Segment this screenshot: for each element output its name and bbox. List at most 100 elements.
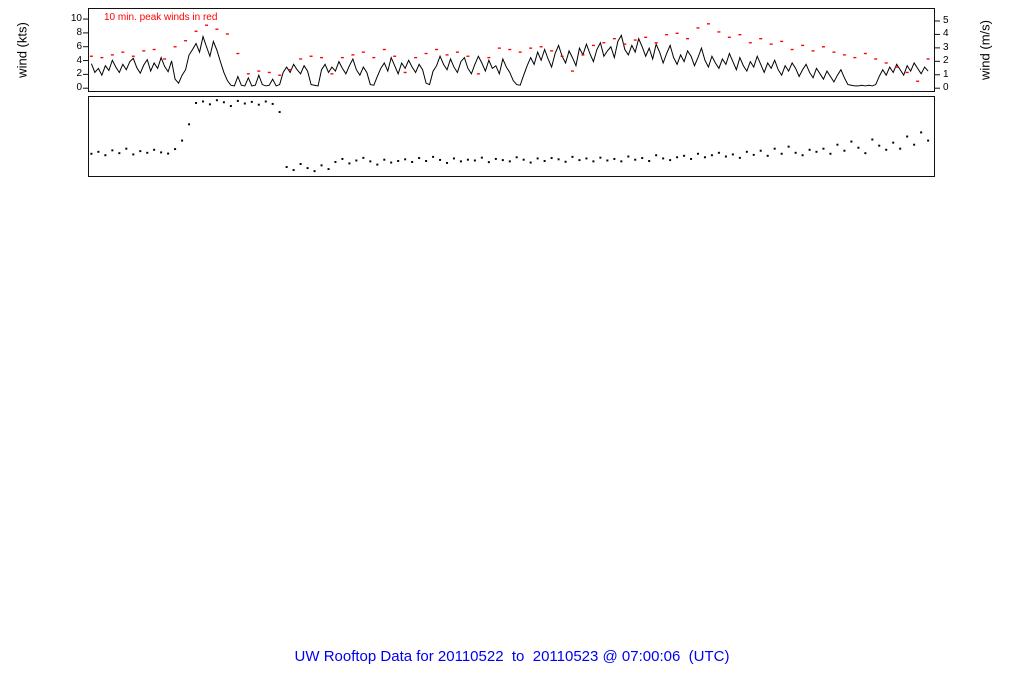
direction-dot [257, 103, 260, 106]
y-tick-label-right: 5 [943, 14, 949, 26]
peak-wind-dash [727, 36, 731, 38]
peak-wind-dash [152, 48, 156, 51]
peak-wind-dash [403, 71, 407, 74]
y-tick-label-left: 8 [76, 26, 82, 38]
direction-dot [878, 144, 881, 147]
direction-dot [710, 154, 713, 157]
direction-dot [550, 157, 553, 160]
peak-wind-dash [612, 37, 616, 40]
direction-dot [97, 150, 100, 153]
peak-wind-dash [696, 27, 700, 29]
direction-dot [480, 156, 483, 159]
peak-wind-dash [665, 33, 669, 36]
peak-wind-dash [100, 56, 104, 59]
peak-wind-dash [414, 56, 418, 59]
direction-dot [731, 153, 734, 156]
direction-dot [564, 160, 567, 163]
peak-wind-dash [529, 47, 533, 49]
panel-dir-plot [90, 99, 930, 173]
direction-dot [125, 147, 128, 150]
peak-wind-dash [790, 48, 794, 51]
direction-dot [864, 152, 867, 155]
y-axis-title-left-wind: wind (kts) [14, 22, 30, 78]
direction-dot [397, 160, 400, 162]
direction-dot [871, 138, 874, 141]
direction-dot [690, 157, 693, 160]
peak-wind-dash [518, 51, 522, 53]
panel-dir [88, 96, 935, 177]
direction-dot [494, 157, 497, 160]
direction-dot [404, 158, 407, 161]
direction-dot [139, 150, 142, 153]
peak-wind-dash [550, 50, 554, 52]
peak-wind-dash [288, 69, 292, 71]
peak-wind-dash [257, 70, 261, 72]
peak-wind-dash [623, 43, 627, 45]
y-tick-label-left: 10 [70, 13, 82, 25]
direction-dot [132, 153, 135, 156]
direction-dot [215, 99, 218, 102]
y-tick-label-left: 0 [76, 82, 82, 94]
peak-wind-dash [801, 44, 805, 47]
direction-dot [188, 123, 191, 126]
peak-wind-dash [748, 42, 752, 44]
direction-dot [292, 169, 295, 172]
direction-dot [738, 156, 741, 159]
peak-wind-dash [853, 56, 857, 59]
direction-dot [850, 140, 853, 143]
direction-dot [585, 157, 588, 160]
peak-wind-dash [351, 54, 355, 56]
direction-dot [208, 103, 211, 106]
direction-dot [334, 160, 337, 163]
direction-dot [418, 157, 421, 160]
peak-wind-dash [173, 46, 177, 48]
direction-dot [745, 150, 748, 153]
direction-dot [487, 161, 490, 164]
peak-wind-dash [905, 71, 909, 74]
y-tick-label-right: 4 [943, 28, 949, 40]
direction-dot [369, 160, 372, 163]
peak-wind-dash [225, 33, 229, 35]
direction-dot [543, 160, 546, 162]
direction-dot [641, 157, 644, 160]
direction-dot [857, 146, 860, 149]
direction-dot [676, 156, 679, 159]
direction-dot [383, 158, 386, 161]
peak-wind-dash [780, 40, 784, 43]
direction-dot [390, 161, 393, 164]
direction-dot [606, 159, 609, 162]
direction-dot [620, 160, 623, 163]
direction-dot [703, 156, 706, 159]
direction-dot [906, 135, 909, 138]
peak-wind-dash [340, 56, 344, 59]
direction-dot [362, 156, 365, 159]
direction-dot [557, 158, 560, 161]
peak-wind-dash [633, 39, 637, 41]
peak-wind-dash [267, 71, 271, 74]
direction-dot [243, 102, 246, 105]
peak-wind-dash [832, 51, 836, 53]
direction-dot [278, 111, 281, 113]
peak-wind-dash [246, 73, 250, 75]
direction-dot [327, 168, 330, 171]
direction-dot [174, 148, 177, 151]
direction-dot [432, 155, 435, 158]
direction-dot [717, 151, 720, 154]
peak-wind-dash [466, 55, 470, 57]
direction-dot [181, 139, 184, 142]
direction-dot [683, 154, 686, 157]
direction-dot [411, 160, 414, 163]
y-tick-label-left: 2 [76, 68, 82, 80]
peak-wind-dash [205, 24, 209, 26]
direction-dot [529, 161, 532, 164]
y-tick-label-right: 1 [943, 68, 949, 80]
peak-wind-dash [278, 74, 282, 76]
direction-dot [285, 166, 288, 169]
direction-dot [355, 159, 358, 162]
peak-wind-dash [602, 42, 606, 44]
direction-dot [439, 158, 442, 161]
peak-wind-dash [539, 46, 543, 48]
direction-dot [299, 163, 302, 165]
direction-dot [822, 147, 825, 150]
